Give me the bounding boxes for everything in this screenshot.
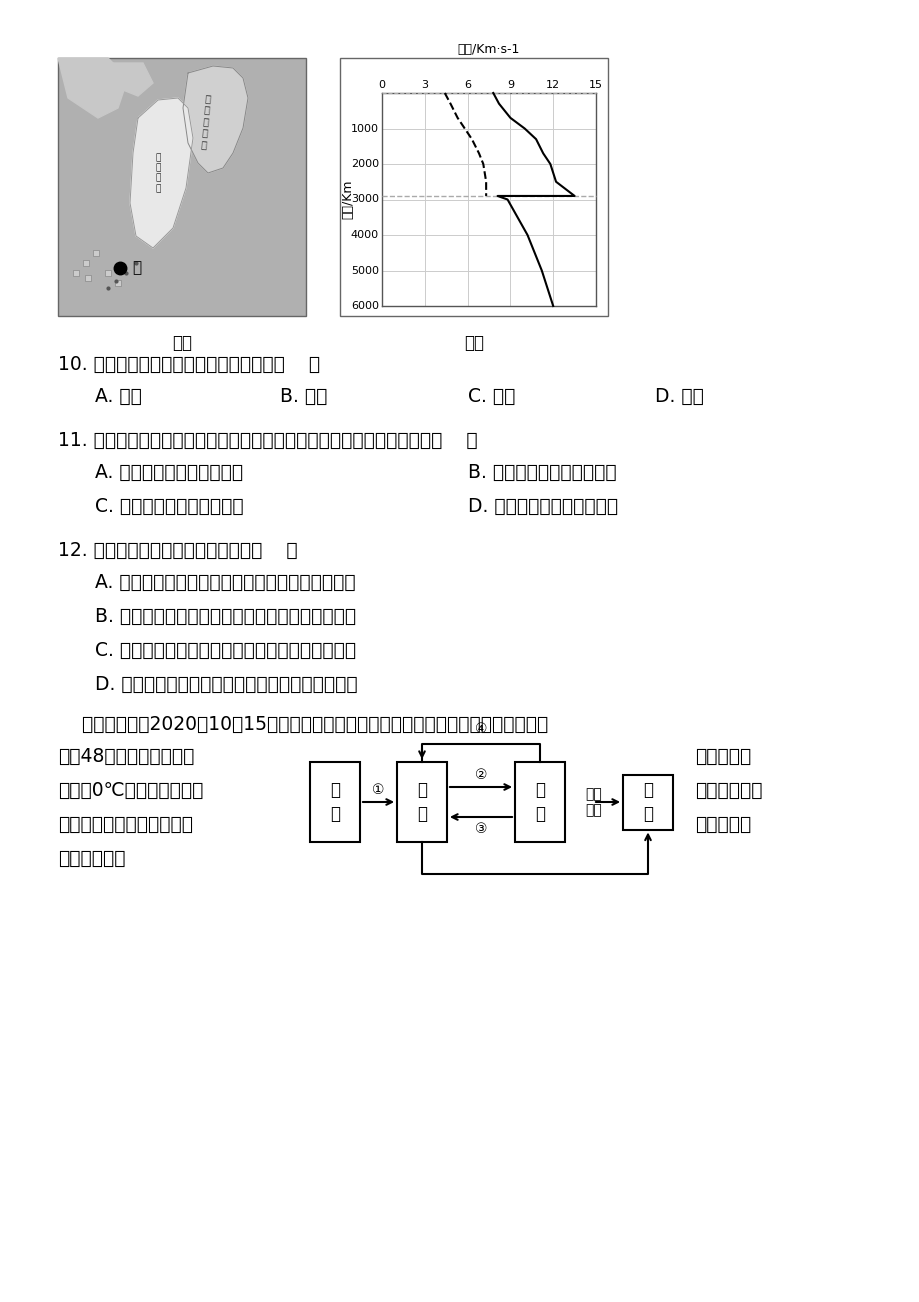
- Text: 3: 3: [421, 79, 428, 90]
- Text: 10. 此次地震的震源位于地球内部圈层的（    ）: 10. 此次地震的震源位于地球内部圈层的（ ）: [58, 355, 320, 374]
- Text: 太
阳: 太 阳: [330, 780, 340, 823]
- Text: 甲: 甲: [131, 260, 141, 276]
- Text: B. 先上下颠簸，后水平晃动: B. 先上下颠簸，后水平晃动: [468, 464, 616, 482]
- Text: 图一: 图一: [172, 335, 192, 352]
- Text: 5000: 5000: [351, 266, 379, 276]
- Bar: [310, 762, 359, 842]
- Text: 千
岛
群
岛: 千 岛 群 岛: [155, 154, 161, 193]
- Bar: [58, 59, 306, 316]
- Text: 成下面小题。: 成下面小题。: [58, 849, 125, 868]
- Text: A. 横波可以通过液体传播，纵波不能通过液体传播: A. 横波可以通过液体传播，纵波不能通过液体传播: [95, 573, 356, 592]
- Text: 下图示意对流层大气受热过: 下图示意对流层大气受热过: [58, 815, 193, 835]
- Text: 图二: 图二: [463, 335, 483, 352]
- Bar: [515, 762, 564, 842]
- Text: ①: ①: [372, 783, 384, 797]
- Text: 6000: 6000: [351, 301, 379, 311]
- Text: 生一定影响。: 生一定影响。: [694, 781, 762, 799]
- Text: B. 横波可以通过气体传播，纵波不能通过气体传播: B. 横波可以通过气体传播，纵波不能通过气体传播: [95, 607, 356, 626]
- Text: 15: 15: [588, 79, 602, 90]
- Text: ②: ②: [474, 768, 487, 783]
- Text: 深度/Km: 深度/Km: [341, 180, 354, 219]
- Bar: [340, 59, 607, 316]
- Bar: [622, 775, 673, 829]
- Polygon shape: [58, 59, 128, 118]
- Text: 12: 12: [546, 79, 560, 90]
- Text: 程。据此完: 程。据此完: [694, 815, 751, 835]
- Text: C. 内核: C. 内核: [468, 387, 515, 406]
- Text: A. 地壳: A. 地壳: [95, 387, 142, 406]
- Text: 3000: 3000: [351, 194, 379, 204]
- Text: D. 有上下颠簸，无水平晃动: D. 有上下颠簸，无水平晃动: [468, 497, 618, 516]
- Text: 速度/Km·s-1: 速度/Km·s-1: [458, 43, 519, 56]
- Text: 将降到0℃以下，对农业产: 将降到0℃以下，对农业产: [58, 781, 203, 799]
- Text: 12. 形成船上这种震动特点的原因是（    ）: 12. 形成船上这种震动特点的原因是（ ）: [58, 542, 298, 560]
- Text: 6: 6: [463, 79, 471, 90]
- Text: 未来48小时内太原全市地: 未来48小时内太原全市地: [58, 747, 194, 766]
- Text: 0: 0: [378, 79, 385, 90]
- Text: C. 纵波可以通过固体传播，横波不能通过固体传播: C. 纵波可以通过固体传播，横波不能通过固体传播: [95, 641, 356, 660]
- Polygon shape: [113, 62, 153, 96]
- Text: B. 地幔: B. 地幔: [279, 387, 327, 406]
- Text: C. 有水平晃动，无上下颠簸: C. 有水平晃动，无上下颠簸: [95, 497, 244, 516]
- Text: 大气
辐射: 大气 辐射: [585, 786, 602, 818]
- Polygon shape: [183, 66, 248, 173]
- Text: 11. 地震发生后，正在千岛群岛附近海域航行轮船上的人感受到的震动是（    ）: 11. 地震发生后，正在千岛群岛附近海域航行轮船上的人感受到的震动是（ ）: [58, 431, 477, 450]
- Text: 2000: 2000: [350, 159, 379, 169]
- Text: 4000: 4000: [350, 230, 379, 240]
- Text: 面最低温度: 面最低温度: [694, 747, 751, 766]
- Text: ④: ④: [474, 723, 487, 736]
- Text: 9: 9: [506, 79, 514, 90]
- Text: 堪
察
加
半
岛: 堪 察 加 半 岛: [200, 92, 211, 150]
- Text: D. 纵波可以通过液体传播，横波不能通过液体传播: D. 纵波可以通过液体传播，横波不能通过液体传播: [95, 674, 357, 694]
- Bar: [397, 762, 447, 842]
- Text: ③: ③: [474, 822, 487, 836]
- Polygon shape: [130, 98, 193, 247]
- Text: 太原市气象台2020年10月15日发布霜冻蓝色预警信号，受较强冷空气过境影响，预计: 太原市气象台2020年10月15日发布霜冻蓝色预警信号，受较强冷空气过境影响，预…: [58, 715, 548, 734]
- Text: 地
面: 地 面: [416, 780, 426, 823]
- Text: D. 外核: D. 外核: [654, 387, 703, 406]
- Text: 大
气: 大 气: [535, 780, 544, 823]
- Text: A. 先水平晃动，后上下颠簸: A. 先水平晃动，后上下颠簸: [95, 464, 243, 482]
- Text: 宇
宙: 宇 宙: [642, 780, 652, 823]
- Text: 1000: 1000: [351, 124, 379, 134]
